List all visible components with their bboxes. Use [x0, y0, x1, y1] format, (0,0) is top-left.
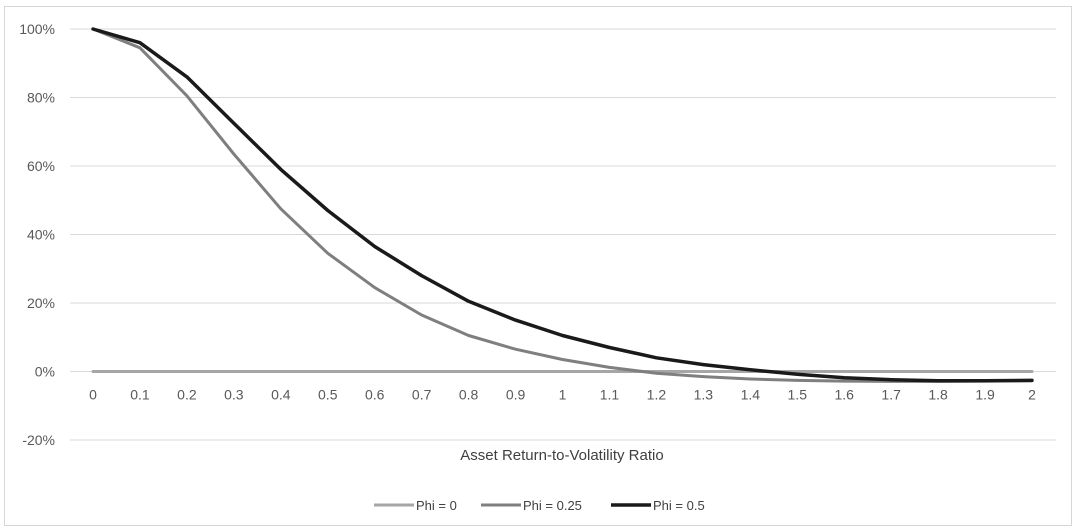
- legend: Phi = 0 Phi = 0.25 Phi = 0.5: [374, 498, 705, 513]
- x-tick-label: 1: [559, 387, 567, 403]
- x-tick-label: 1.7: [881, 387, 901, 403]
- legend-label: Phi = 0.25: [523, 498, 582, 513]
- x-tick-label: 0.2: [177, 387, 197, 403]
- x-tick-label: 0.7: [412, 387, 432, 403]
- x-tick-label: 1.2: [647, 387, 667, 403]
- x-tick-label: 2: [1028, 387, 1036, 403]
- legend-label: Phi = 0.5: [653, 498, 705, 513]
- x-tick-label: 0.6: [365, 387, 385, 403]
- chart-frame: [4, 6, 1072, 526]
- x-tick-label: 1.1: [600, 387, 620, 403]
- y-tick-label: 80%: [27, 90, 55, 106]
- y-tick-label: 0%: [35, 364, 55, 380]
- series-line: [91, 27, 1034, 383]
- series-lines: [91, 27, 1034, 383]
- x-tick-label: 0.4: [271, 387, 291, 403]
- x-tick-label: 1.9: [975, 387, 995, 403]
- legend-label: Phi = 0: [416, 498, 457, 513]
- series-line: [91, 27, 1034, 383]
- y-axis-tick-labels: 100% 80% 60% 40% 20% 0% -20%: [19, 21, 55, 448]
- x-axis-tick-labels: 0 0.1 0.2 0.3 0.4 0.5 0.6 0.7 0.8 0.9 1 1.1 1.2 1.3 1.…: [89, 387, 1036, 403]
- y-tick-label: 100%: [19, 21, 55, 37]
- x-tick-label: 0.9: [506, 387, 526, 403]
- x-tick-label: 1.6: [834, 387, 854, 403]
- x-tick-label: 0.1: [130, 387, 150, 403]
- x-tick-label: 0.8: [459, 387, 479, 403]
- x-tick-label: 1.8: [928, 387, 948, 403]
- y-tick-label: 60%: [27, 158, 55, 174]
- x-tick-label: 0.5: [318, 387, 338, 403]
- x-tick-label: 1.5: [788, 387, 808, 403]
- y-tick-label: 20%: [27, 295, 55, 311]
- x-tick-label: 1.3: [694, 387, 714, 403]
- x-axis-title: Asset Return-to-Volatility Ratio: [460, 447, 663, 464]
- y-tick-label: -20%: [22, 432, 55, 448]
- y-tick-label: 40%: [27, 227, 55, 243]
- x-tick-label: 1.4: [741, 387, 761, 403]
- x-tick-label: 0: [89, 387, 97, 403]
- x-tick-label: 0.3: [224, 387, 244, 403]
